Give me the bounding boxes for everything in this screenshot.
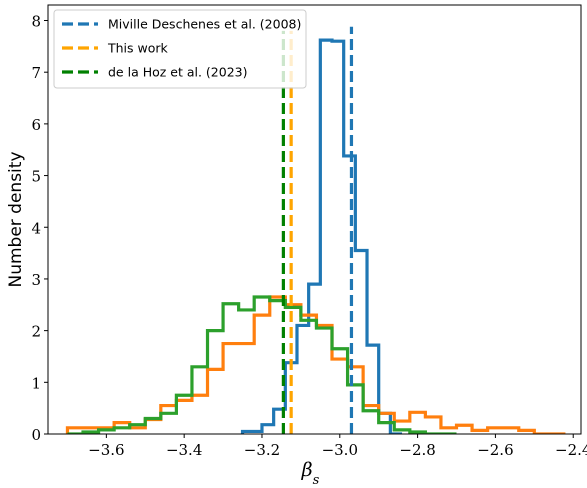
y-tick-label: 3	[31, 271, 41, 289]
x-axis-label-subscript: s	[313, 473, 320, 488]
y-tick-label: 4	[31, 219, 41, 237]
x-tick-label: −2.4	[555, 441, 587, 459]
x-tick-label: −3.2	[244, 441, 280, 459]
histogram-series-2	[65, 295, 566, 434]
y-tick-label: 0	[31, 426, 41, 444]
reference-lines-layer	[281, 26, 354, 434]
y-axis-label: Number density	[6, 151, 26, 287]
x-axis-label-symbol: β	[301, 459, 313, 481]
x-tick-label: −3.4	[166, 441, 202, 459]
histogram-series-layer	[65, 38, 566, 434]
y-tick-label: 8	[31, 13, 41, 31]
x-axis-label: βs	[301, 459, 320, 488]
legend-label: de la Hoz et al. (2023)	[108, 65, 248, 80]
histogram-series-3	[67, 295, 457, 434]
legend-box	[53, 9, 307, 89]
y-tick-label: 6	[31, 116, 41, 134]
plot-frame	[47, 4, 582, 435]
y-tick-label: 5	[31, 168, 41, 186]
histogram-series-1	[240, 38, 403, 434]
x-axis-ticks: −3.6 −3.4 −3.2 −3.0 −2.8 −2.6 −2.4	[88, 434, 587, 459]
x-tick-label: −3.0	[322, 441, 358, 459]
legend: Miville Deschenes et al. (2008) This work…	[53, 9, 307, 89]
y-tick-label: 2	[31, 323, 41, 341]
x-tick-label: −2.8	[399, 441, 435, 459]
y-tick-label: 7	[31, 64, 41, 82]
legend-label: This work	[107, 41, 169, 56]
y-tick-label: 1	[31, 374, 41, 392]
y-axis-ticks: 0 1 2 3 4 5 6 7 8	[31, 13, 48, 444]
x-tick-label: −2.6	[477, 441, 513, 459]
x-tick-label: −3.6	[88, 441, 124, 459]
legend-label: Miville Deschenes et al. (2008)	[108, 17, 301, 32]
